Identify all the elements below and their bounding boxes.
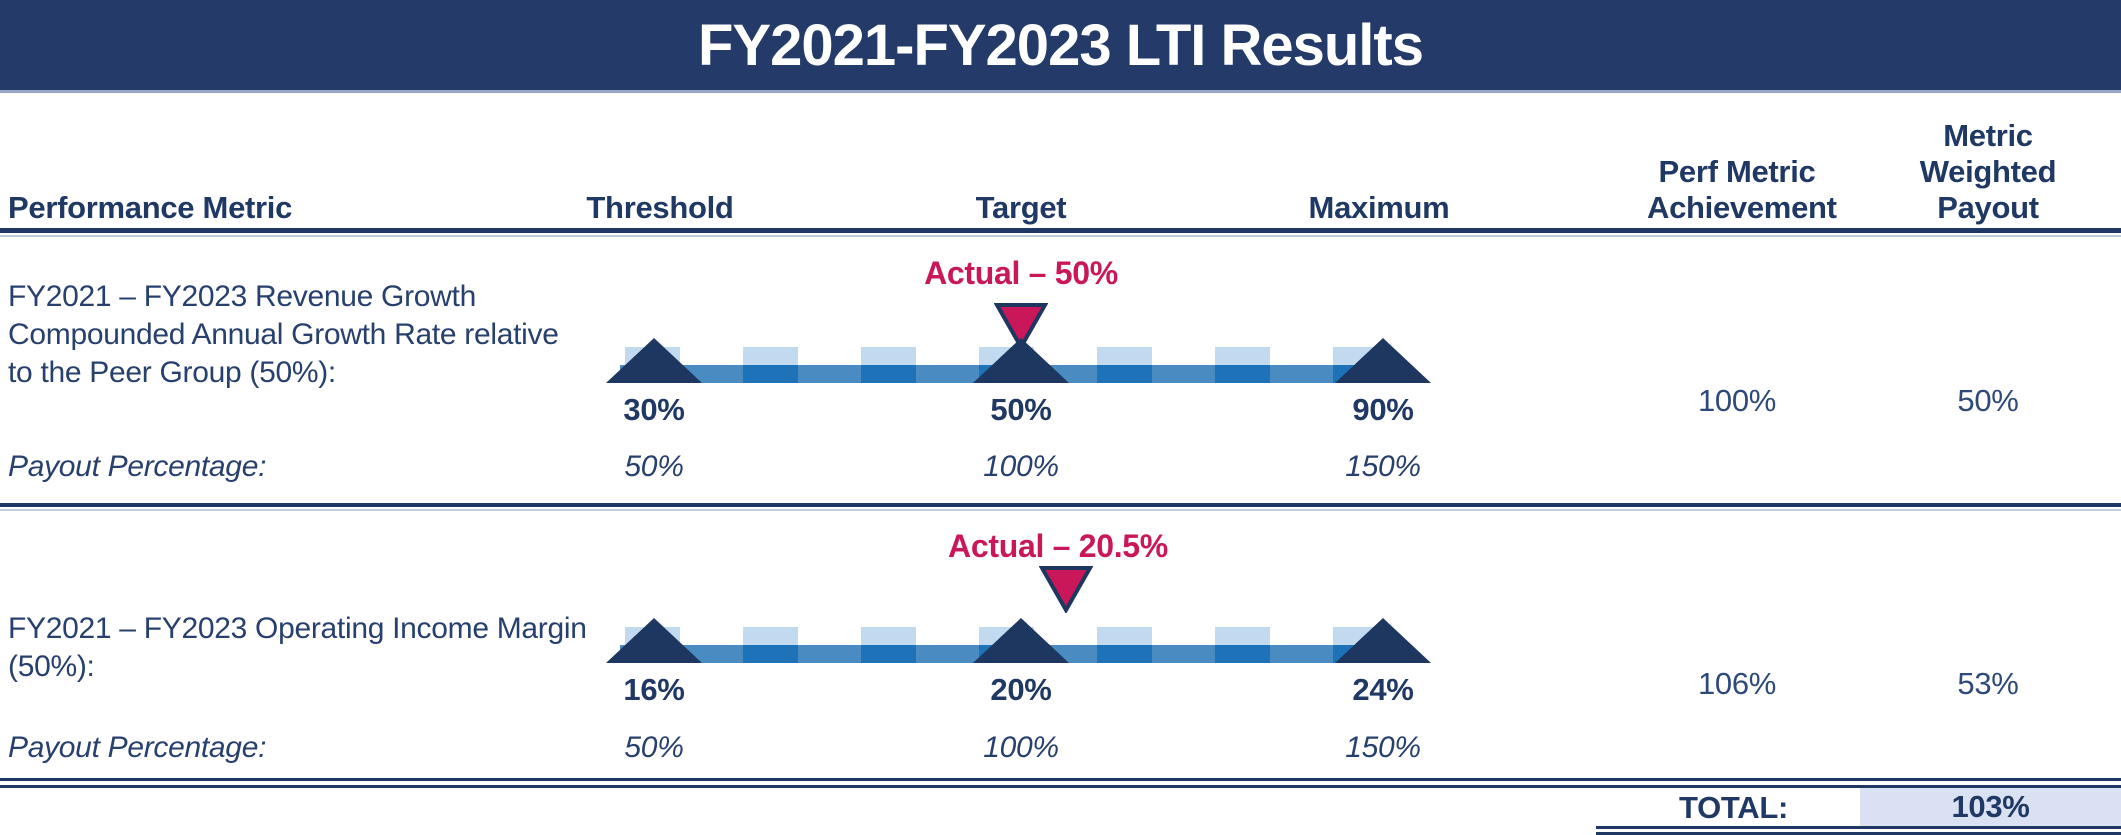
maximum-marker-icon (1335, 618, 1431, 663)
column-header-metric-weighted-payout: Metric Weighted Payout (1919, 118, 2057, 225)
total-value-text: 103% (1951, 789, 2030, 824)
actual-value-label: Actual – 50% (924, 255, 1118, 291)
target-marker-icon (973, 338, 1069, 383)
threshold-marker-icon (606, 338, 702, 383)
perf-metric-achievement-value: 100% (1697, 383, 1777, 418)
total-value: 103% (1860, 788, 2121, 826)
total-bottom-rule (1596, 826, 2121, 835)
column-header-threshold: Threshold (586, 190, 734, 225)
metric-name: FY2021 – FY2023 Operating Income Margin … (8, 612, 587, 683)
threshold-value: 30% (623, 392, 685, 427)
perf-metric-achievement-value: 106% (1697, 666, 1777, 701)
actual-value-label: Actual – 20.5% (948, 528, 1168, 564)
payout-target: 100% (983, 450, 1059, 483)
payout-threshold: 50% (624, 731, 684, 764)
target-value: 20% (990, 672, 1052, 707)
column-header-performance-metric: Performance Metric (8, 190, 293, 225)
metric-name: FY2021 – FY2023 Revenue Growth Compounde… (8, 280, 559, 389)
payout-percentage-label: Payout Percentage: (8, 731, 267, 764)
maximum-marker-icon (1335, 338, 1431, 383)
header-rule-shadow (0, 235, 2121, 237)
metric-weighted-payout-value: 53% (1957, 666, 2019, 701)
total-label: TOTAL: (1679, 790, 1788, 825)
column-header-maximum: Maximum (1308, 190, 1450, 225)
column-header-perf-metric-achievement: Perf Metric Achievement (1647, 154, 1837, 225)
maximum-value: 24% (1352, 672, 1414, 707)
title-bar: FY2021-FY2023 LTI Results (0, 0, 2121, 93)
metric-weighted-payout-value: 50% (1957, 383, 2019, 418)
threshold-value: 16% (623, 672, 685, 707)
threshold-marker-icon (606, 618, 702, 663)
target-value: 50% (990, 392, 1052, 427)
payout-percentage-label: Payout Percentage: (8, 450, 267, 483)
row-divider (0, 503, 2121, 507)
payout-target: 100% (983, 731, 1059, 764)
payout-threshold: 50% (624, 450, 684, 483)
total-top-rule (0, 778, 2121, 788)
header-rule (0, 228, 2121, 233)
payout-maximum: 150% (1345, 450, 1421, 483)
actual-marker-icon (1039, 566, 1093, 613)
row-divider-shadow (0, 509, 2121, 511)
actual-marker-icon (994, 303, 1048, 350)
page-title: FY2021-FY2023 LTI Results (697, 12, 1424, 78)
maximum-value: 90% (1352, 392, 1414, 427)
payout-maximum: 150% (1345, 731, 1421, 764)
target-marker-icon (973, 618, 1069, 663)
column-header-target: Target (975, 190, 1067, 225)
